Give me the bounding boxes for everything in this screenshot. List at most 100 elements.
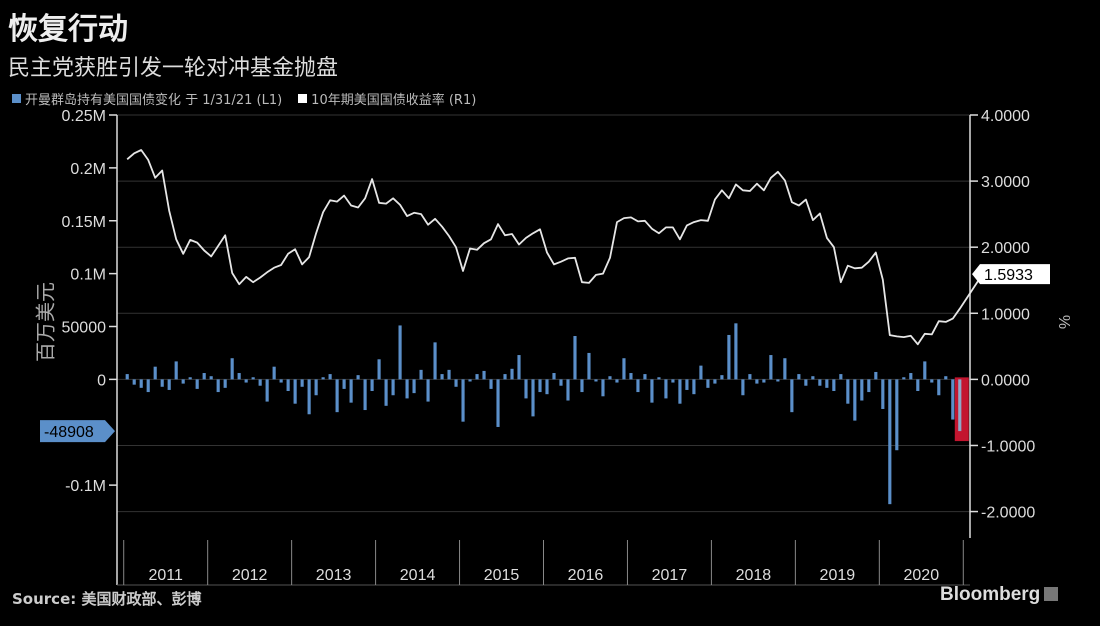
bar-63 [566, 379, 570, 401]
bar-82 [699, 365, 703, 380]
bar-80 [685, 379, 689, 390]
bar-18 [251, 377, 255, 380]
x-tick-label-2016: 2016 [568, 567, 604, 584]
bar-99 [818, 379, 822, 386]
last-bar-callout-box [40, 420, 115, 443]
y-right-tick-label-2: 2.0000 [981, 240, 1030, 257]
last-yield-callout-box [972, 264, 1050, 285]
yield-line [126, 149, 984, 346]
bar-53 [496, 379, 500, 427]
bar-103 [846, 379, 850, 404]
bar-116 [937, 379, 941, 396]
bar-54 [503, 374, 507, 380]
legend: 开曼群岛持有美国国债变化 于 1/31/21 (L1) 10年期美国国债收益率 … [12, 89, 476, 108]
bar-50 [475, 374, 479, 380]
bar-48 [461, 379, 465, 422]
bar-20 [265, 379, 269, 402]
legend-swatch-holdings [12, 94, 21, 103]
legend-item-yield: 10年期美国国债收益率 (R1) [298, 89, 476, 108]
bar-1 [132, 379, 136, 385]
brand-text: Bloomberg [940, 584, 1041, 605]
bar-5 [160, 379, 164, 387]
bar-67 [594, 379, 598, 382]
bar-62 [559, 379, 563, 386]
bloomberg-logo: Bloomberg [940, 584, 1059, 606]
y-right-tick-label-1: 3.0000 [981, 174, 1030, 191]
y-right-tick-label-4: 0.0000 [981, 372, 1030, 389]
bar-7 [174, 361, 178, 380]
bar-92 [769, 355, 773, 380]
y-left-tick-label-4: 50000 [62, 320, 107, 337]
bar-76 [657, 377, 661, 380]
bar-12 [209, 376, 213, 380]
bar-104 [853, 379, 857, 421]
bar-95 [790, 379, 794, 413]
bar-49 [468, 379, 472, 382]
legend-swatch-yield [298, 94, 308, 103]
x-tick-label-2015: 2015 [484, 567, 520, 584]
bar-100 [825, 379, 829, 388]
bar-85 [720, 375, 724, 380]
bar-78 [671, 379, 675, 383]
bar-61 [552, 373, 556, 380]
bar-27 [314, 379, 318, 396]
x-tick-label-2018: 2018 [736, 567, 772, 584]
bar-29 [328, 374, 332, 380]
bar-115 [930, 379, 934, 383]
bar-3 [146, 379, 150, 393]
bar-0 [125, 374, 129, 380]
bar-106 [867, 379, 871, 393]
bar-107 [874, 371, 878, 380]
bar-74 [643, 374, 647, 380]
bar-26 [307, 379, 311, 415]
bar-15 [230, 358, 234, 380]
y-left-tick-label-5: 0 [97, 372, 106, 389]
bar-69 [608, 376, 612, 380]
x-tick-label-2011: 2011 [148, 567, 183, 584]
bar-73 [636, 379, 640, 393]
bar-55 [510, 368, 514, 380]
bar-46 [447, 369, 451, 380]
bar-112 [909, 373, 913, 380]
bar-33 [356, 375, 360, 380]
bar-118 [951, 379, 955, 420]
bar-43 [426, 379, 430, 402]
y-right-tick-label-6: -2.0000 [981, 505, 1035, 522]
bar-72 [629, 373, 633, 380]
bar-79 [678, 379, 682, 404]
bar-88 [741, 379, 745, 396]
bar-56 [517, 355, 521, 380]
bar-40 [405, 379, 409, 399]
bar-97 [804, 379, 808, 386]
bar-81 [692, 379, 696, 395]
bar-105 [860, 379, 864, 401]
bar-93 [776, 379, 780, 382]
bar-4 [153, 366, 157, 380]
bar-34 [363, 379, 367, 411]
bar-19 [258, 379, 262, 386]
bloomberg-terminal-icon [1044, 587, 1059, 601]
x-tick-label-2014: 2014 [400, 567, 436, 584]
bar-25 [300, 379, 304, 387]
bar-68 [601, 379, 605, 397]
bar-66 [587, 352, 591, 380]
y-right-tick-label-3: 1.0000 [981, 306, 1030, 323]
bar-75 [650, 379, 654, 403]
bar-98 [811, 376, 815, 380]
bar-32 [349, 379, 353, 403]
bar-36 [377, 359, 381, 380]
bar-51 [482, 370, 486, 380]
bar-38 [391, 379, 395, 396]
bar-16 [237, 373, 241, 380]
bar-77 [664, 379, 668, 399]
bar-59 [538, 379, 542, 393]
bar-2 [139, 379, 143, 388]
last-bar-callout-label: -48908 [44, 424, 94, 441]
bar-94 [783, 358, 787, 380]
bar-101 [832, 379, 836, 392]
bar-6 [167, 379, 171, 390]
bar-108 [881, 379, 885, 409]
highlight-box-last-bar [954, 377, 969, 442]
source-note: Source: 美国财政部、彭博 [12, 590, 202, 608]
